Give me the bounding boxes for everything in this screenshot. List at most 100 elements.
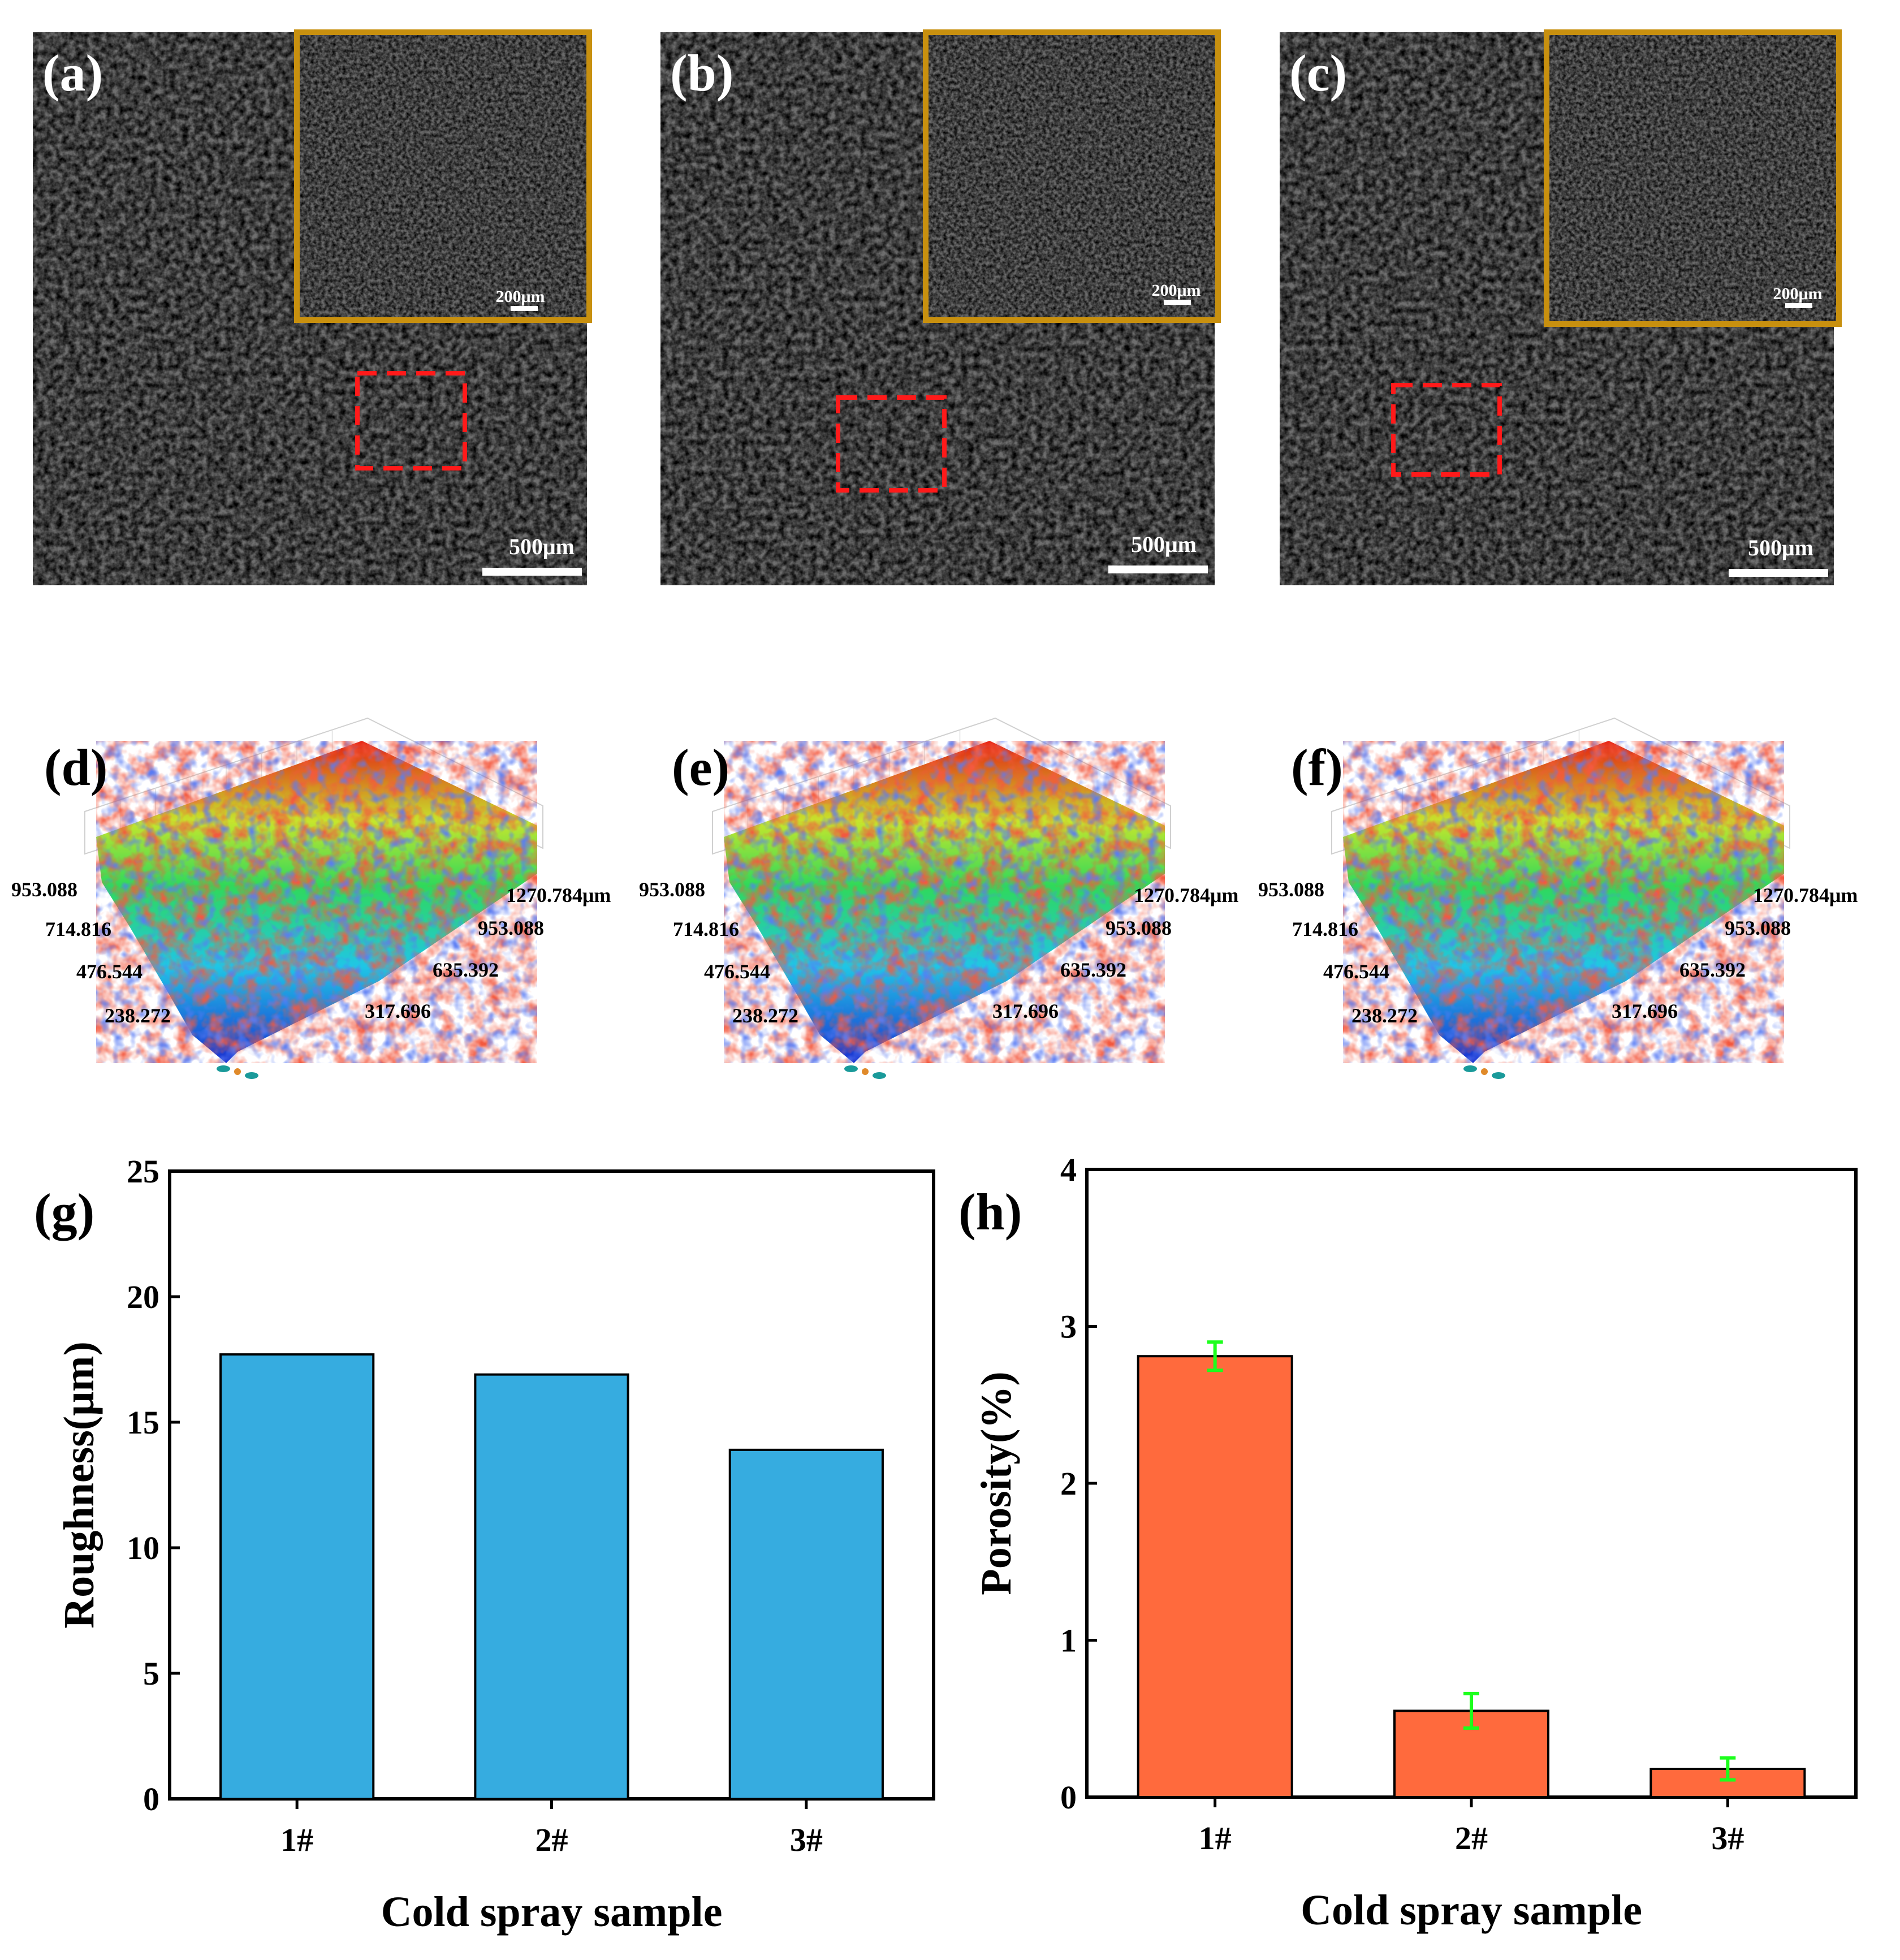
- topo-tick-right: 635.392: [433, 959, 499, 981]
- y-axis-title: Porosity(%): [973, 1371, 1020, 1595]
- axis-triad-icon: [1463, 1065, 1477, 1072]
- main-scale-bar-b: [1108, 565, 1208, 573]
- y-tick-label: 2: [1060, 1465, 1077, 1502]
- topo-tick-right: 317.696: [365, 1000, 431, 1022]
- topography-e: 953.088 714.816 476.544 238.272 1270.784μm 95…: [639, 717, 1238, 1079]
- inset-texture-a: [297, 32, 589, 320]
- axis-triad-icon: [1481, 1068, 1488, 1075]
- axis-triad-icon: [844, 1065, 858, 1072]
- topo-tick-right: 317.696: [1612, 1000, 1678, 1022]
- inset-scale-bar-c: [1785, 303, 1812, 308]
- topo-tick-left: 953.088: [639, 878, 705, 901]
- panel-label-b: (b): [670, 44, 733, 102]
- zoom-region-a: [355, 371, 467, 470]
- bar-2#: [474, 1373, 629, 1800]
- topo-surface-valleys: [1343, 741, 1784, 1063]
- zoom-region-c: [1391, 383, 1502, 477]
- x-tick-label: 3#: [1711, 1820, 1744, 1857]
- y-tick-label: 25: [127, 1153, 159, 1190]
- topo-tick-left: 953.088: [1258, 878, 1324, 901]
- y-tick-label: 0: [143, 1781, 159, 1817]
- axis-triad-icon: [1492, 1072, 1505, 1079]
- bar-3#: [728, 1448, 884, 1801]
- y-axis-title: Roughness(μm): [55, 1341, 103, 1629]
- topo-tick-right: 635.392: [1060, 959, 1126, 981]
- panel-label-e: (e): [672, 739, 729, 796]
- main-scale-bar-a: [482, 568, 582, 576]
- topo-tick-right: 953.088: [1725, 917, 1791, 939]
- inset-scale-label-b: 200μm: [1152, 281, 1201, 300]
- axis-triad-icon: [873, 1072, 886, 1079]
- y-tick-label: 3: [1060, 1309, 1077, 1345]
- topo-tick-left: 238.272: [1351, 1004, 1418, 1027]
- y-tick-label: 10: [127, 1530, 159, 1566]
- y-tick-label: 1: [1060, 1622, 1077, 1659]
- topo-tick-left: 714.816: [45, 918, 111, 940]
- zoom-region-b: [836, 395, 947, 493]
- panel-label-h: (h): [958, 1183, 1022, 1241]
- topo-tick-right: 1270.784μm: [1753, 884, 1858, 906]
- topography-d: 953.088 714.816 476.544 238.272 1270.784μm 95…: [11, 717, 611, 1079]
- x-tick-label: 2#: [536, 1821, 568, 1858]
- panel-label-d: (d): [44, 739, 107, 796]
- panel-label-g: (g): [34, 1183, 94, 1241]
- topo-surface-valleys: [724, 741, 1165, 1063]
- topography-panels: 953.088 714.816 476.544 238.272 1270.784μm 95…: [11, 717, 1858, 1079]
- inset-scale-bar-b: [1164, 300, 1191, 305]
- porosity-chart: 0 1 2 3 4 1# 2# 3# Cold spray sample Porosity(%): [973, 1151, 1858, 1934]
- inset-scale-bar-a: [511, 306, 538, 311]
- bar-1#: [1137, 1355, 1293, 1799]
- x-tick-label: 2#: [1455, 1820, 1488, 1857]
- axis-triad-icon: [217, 1065, 230, 1072]
- inset-texture-b: [926, 32, 1218, 320]
- inset-frame-c: [1544, 29, 1842, 327]
- inset-frame-b: [923, 29, 1221, 323]
- bar-1#: [219, 1353, 375, 1801]
- panel-label-f: (f): [1291, 739, 1343, 796]
- topo-grid-wall: [84, 717, 543, 855]
- topo-tick-left: 476.544: [704, 960, 770, 983]
- inset-frame-a: [294, 29, 592, 323]
- x-axis-title: Cold spray sample: [1301, 1886, 1642, 1934]
- topo-surface-valleys: [96, 741, 537, 1063]
- panel-label-c: (c): [1289, 44, 1347, 102]
- topo-tick-left: 238.272: [105, 1004, 171, 1027]
- inset-scale-label-c: 200μm: [1773, 284, 1823, 303]
- main-scale-bar-c: [1729, 569, 1828, 577]
- topo-tick-left: 953.088: [11, 878, 77, 901]
- axis-triad-icon: [234, 1068, 241, 1075]
- y-tick-label: 15: [127, 1404, 159, 1441]
- topo-grid-wall: [712, 717, 1171, 855]
- topo-tick-right: 1270.784μm: [506, 884, 611, 906]
- y-tick-label: 20: [127, 1279, 159, 1315]
- y-tick-label: 4: [1060, 1151, 1077, 1188]
- topo-tick-left: 476.544: [76, 960, 142, 983]
- main-scale-label-a: 500μm: [509, 534, 575, 559]
- main-scale-label-b: 500μm: [1131, 532, 1197, 557]
- x-tick-label: 3#: [790, 1821, 823, 1858]
- topo-grid-wall: [1331, 717, 1790, 855]
- inset-texture-c: [1547, 32, 1839, 324]
- sem-panel-a: (a) 200μm 500μm: [33, 29, 592, 585]
- sem-panel-c: (c) 200μm 500μm: [1280, 29, 1842, 585]
- y-tick-label: 5: [143, 1655, 159, 1692]
- axis-triad-icon: [245, 1072, 258, 1079]
- topo-tick-left: 238.272: [732, 1004, 798, 1027]
- main-scale-label-c: 500μm: [1748, 535, 1813, 560]
- roughness-chart: 0 5 10 15 20 25 1# 2# 3# Cold spray sample Roughne…: [55, 1153, 935, 1936]
- topo-tick-left: 476.544: [1323, 960, 1389, 983]
- x-tick-label: 1#: [280, 1821, 313, 1858]
- topo-tick-right: 635.392: [1679, 959, 1746, 981]
- topo-tick-right: 953.088: [478, 917, 544, 939]
- sem-panel-b: (b) 200μm 500μm: [660, 29, 1221, 585]
- inset-scale-label-a: 200μm: [496, 287, 545, 306]
- topography-f: 953.088 714.816 476.544 238.272 1270.784μm 95…: [1258, 717, 1858, 1079]
- topo-tick-right: 953.088: [1106, 917, 1172, 939]
- x-axis-title: Cold spray sample: [381, 1888, 723, 1936]
- topo-tick-right: 317.696: [992, 1000, 1059, 1022]
- topo-tick-left: 714.816: [673, 918, 739, 940]
- y-tick-label: 0: [1060, 1779, 1077, 1816]
- topo-tick-left: 714.816: [1292, 918, 1358, 940]
- panel-label-a: (a): [42, 44, 103, 102]
